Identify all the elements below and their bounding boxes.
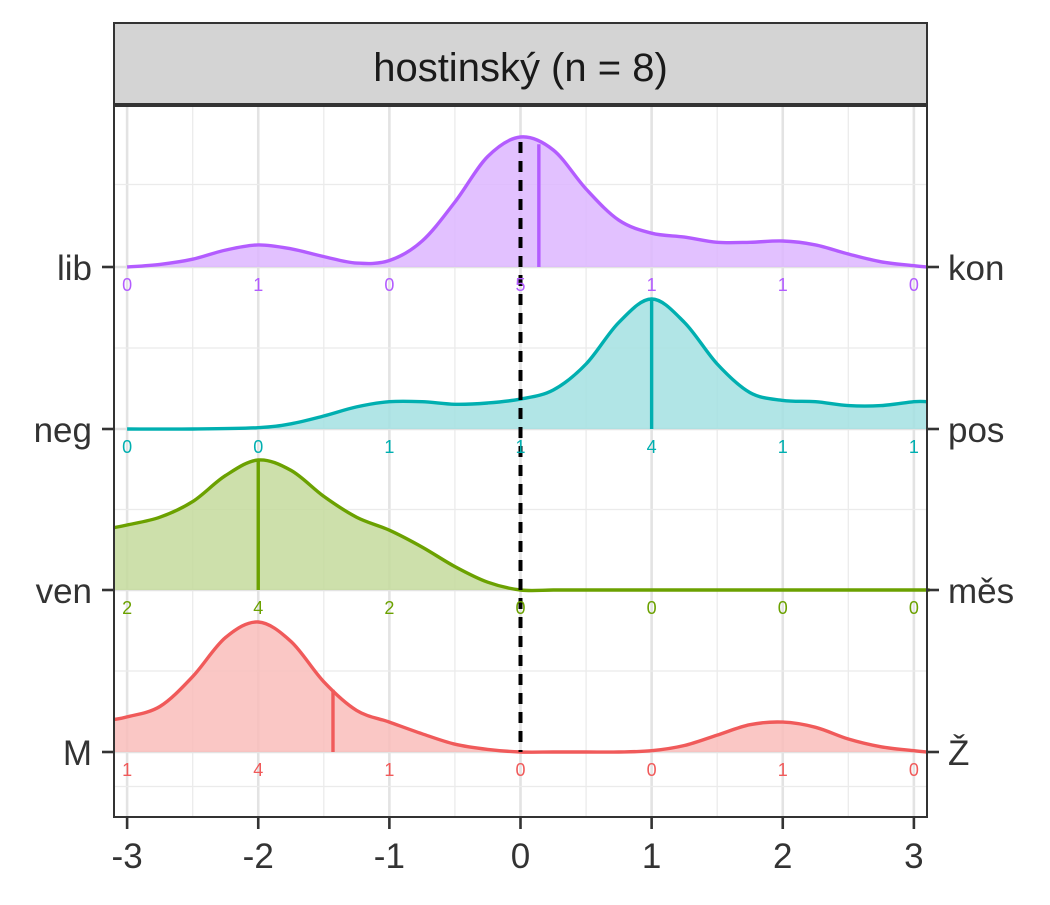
count-label: 4 — [253, 760, 263, 780]
y-axis-label-left: ven — [36, 572, 92, 611]
count-labels: 0 1 0 5 1 1 0 0 0 1 1 4 1 1 2 4 2 0 0 0 0 1 4 1 0 0 1 0 — [122, 275, 919, 780]
density-line — [127, 297, 928, 431]
facet-strip-title: hostinský (n = 8) — [373, 46, 668, 90]
y-axis-label-right: měs — [948, 572, 1014, 611]
density-area — [114, 621, 927, 753]
x-tick-label: 2 — [773, 837, 792, 876]
ridge-neg-pos — [127, 297, 928, 431]
facet-strip: hostinský (n = 8) — [113, 22, 928, 105]
y-axis-label-left: lib — [57, 249, 92, 288]
y-axis-label-right: kon — [948, 249, 1004, 288]
y-axis-label-left: M — [63, 734, 92, 773]
y-axis-label-left: neg — [34, 411, 92, 450]
x-tick-label: 1 — [642, 837, 661, 876]
count-label: 1 — [778, 437, 788, 457]
x-tick-label: 3 — [904, 837, 923, 876]
count-label: 0 — [647, 760, 657, 780]
density-ridges — [113, 135, 931, 754]
count-label: 5 — [515, 275, 525, 295]
count-label: 1 — [384, 437, 394, 457]
density-area — [127, 299, 928, 430]
count-label: 1 — [909, 437, 919, 457]
x-tick-label: -3 — [112, 837, 143, 876]
count-label: 1 — [253, 275, 263, 295]
count-label: 0 — [778, 598, 788, 618]
density-line — [126, 135, 928, 269]
count-label: 2 — [384, 598, 394, 618]
count-label: 1 — [778, 275, 788, 295]
facet-strip-background — [113, 22, 928, 105]
count-label: 0 — [122, 275, 132, 295]
y-axis-label-right: pos — [948, 411, 1004, 450]
count-label: 1 — [384, 760, 394, 780]
x-tick-label: -2 — [243, 837, 274, 876]
density-area — [127, 136, 928, 267]
count-label: 0 — [515, 598, 525, 618]
count-label: 1 — [122, 760, 132, 780]
count-label: 0 — [384, 275, 394, 295]
count-label: 1 — [647, 275, 657, 295]
count-label: 0 — [253, 437, 263, 457]
count-label: 2 — [122, 598, 132, 618]
x-tick-label: 0 — [511, 837, 530, 876]
count-label: 1 — [778, 760, 788, 780]
count-label: 1 — [515, 437, 525, 457]
count-label: 4 — [253, 598, 263, 618]
count-label: 0 — [122, 437, 132, 457]
x-tick-label: -1 — [374, 837, 405, 876]
ridge-ven-měs — [113, 458, 931, 593]
ridge-lib-kon — [126, 135, 928, 269]
count-label: 0 — [909, 598, 919, 618]
count-label: 0 — [909, 275, 919, 295]
count-label: 0 — [515, 760, 525, 780]
axes: lib kon neg pos ven měs M Ž -3 -2 -1 0 1 2 3 — [34, 105, 1014, 876]
count-label: 4 — [647, 437, 657, 457]
count-label: 0 — [647, 598, 657, 618]
count-label: 0 — [909, 760, 919, 780]
y-axis-label-right: Ž — [948, 734, 969, 773]
density-line — [113, 458, 931, 593]
